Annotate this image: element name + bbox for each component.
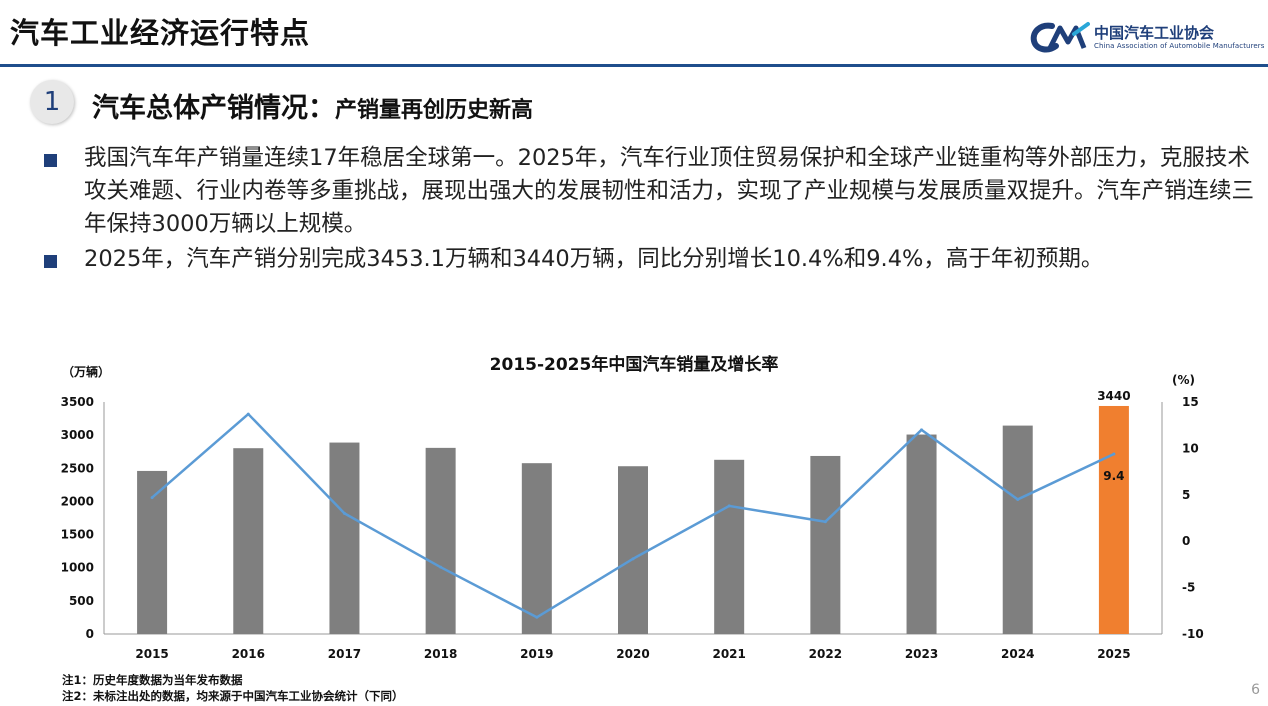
line-point [342,511,346,515]
bar [1002,425,1033,634]
footnote-2: 注2：未标注出处的数据，均来源于中国汽车工业协会统计（下同） [62,689,404,703]
line-point [1016,497,1020,501]
bullet-square-icon [44,154,57,167]
y-tick-label: 0 [86,627,94,641]
x-tick-label: 2024 [1001,647,1034,661]
y-axis-label: （万辆） [62,364,110,379]
bar [1098,405,1129,634]
logo-cn-text: 中国汽车工业协会 [1094,24,1215,42]
bar-data-label: 3440 [1097,389,1130,403]
bullet-list: 我国汽车年产销量连续17年稳居全球第一。2025年，汽车行业顶住贸易保护和全球产… [38,142,1258,278]
logo-en-text: China Association of Automobile Manufact… [1094,42,1265,50]
header-divider [0,64,1268,67]
y-tick-label: 2000 [61,494,94,508]
x-tick-label: 2016 [232,647,265,661]
section-number-badge: 1 [30,80,74,124]
bar [810,455,841,634]
section-title-sub: 产销量再创历史新高 [335,98,534,123]
line-point [727,504,731,508]
footnote-1: 注1：历史年度数据为当年发布数据 [62,673,243,687]
line-data-label: 9.4 [1103,469,1124,483]
x-tick-label: 2019 [520,647,553,661]
line-point [823,520,827,524]
caam-logo: 中国汽车工业协会 China Association of Automobile… [1030,18,1264,58]
bar [425,447,456,634]
bullet-square-icon [44,255,57,268]
line-point [246,412,250,416]
y-tick-label: 1000 [61,561,94,575]
line-point [535,615,539,619]
page-number: 6 [1251,682,1260,698]
line-point [920,428,924,432]
slide-title: 汽车工业经济运行特点 [10,16,311,50]
line-point [1112,452,1116,456]
x-tick-label: 2021 [712,647,745,661]
sales-chart: 2015-2025年中国汽车销量及增长率 （万辆） (%) 0 500 1000 15… [0,340,1268,706]
bullet-item: 2025年，汽车产销分别完成3453.1万辆和3440万辆，同比分别增长10.4… [38,243,1258,276]
bullet-item: 我国汽车年产销量连续17年稳居全球第一。2025年，汽车行业顶住贸易保护和全球产… [38,142,1258,241]
section-title: 汽车总体产销情况：产销量再创历史新高 [92,86,533,125]
chart-title: 2015-2025年中国汽车销量及增长率 [490,354,779,375]
y2-tick-label: -10 [1182,627,1204,641]
y-tick-label: 3000 [61,428,94,442]
x-tick-label: 2018 [424,647,457,661]
y-tick-label: 500 [69,594,94,608]
bar [906,434,937,634]
chart-svg: 2015-2025年中国汽车销量及增长率 （万辆） (%) 0 500 1000 15… [61,354,1204,661]
bullet-text: 2025年，汽车产销分别完成3453.1万辆和3440万辆，同比分别增长10.4… [84,246,1104,272]
x-tick-label: 2020 [616,647,649,661]
bullet-text: 我国汽车年产销量连续17年稳居全球第一。2025年，汽车行业顶住贸易保护和全球产… [84,145,1255,237]
bar [521,463,552,634]
x-tick-label: 2022 [809,647,842,661]
section-title-main: 汽车总体产销情况： [92,93,335,124]
y2-tick-label: 15 [1182,395,1199,409]
y2-tick-label: 0 [1182,534,1190,548]
x-tick-label: 2023 [905,647,938,661]
y-tick-label: 2500 [61,461,94,475]
x-tick-label: 2017 [328,647,361,661]
slide-header: 汽车工业经济运行特点 中国汽车工业协会 China Association of… [0,0,1268,67]
y2-tick-label: 10 [1182,441,1199,455]
bar [618,466,648,634]
bar [329,442,360,634]
y2-axis-label: (%) [1172,373,1195,387]
line-point [439,565,443,569]
y2-tick-label: 5 [1182,488,1190,502]
bar [233,448,264,634]
y-tick-label: 3500 [61,395,94,409]
line-point [631,557,635,561]
x-tick-label: 2025 [1097,647,1130,661]
y-tick-label: 1500 [61,528,94,542]
y2-tick-label: -5 [1182,581,1195,595]
caam-logo-icon [1030,22,1090,53]
line-point [150,496,154,500]
x-tick-label: 2015 [135,647,168,661]
bar [137,470,168,634]
bar [714,459,745,634]
